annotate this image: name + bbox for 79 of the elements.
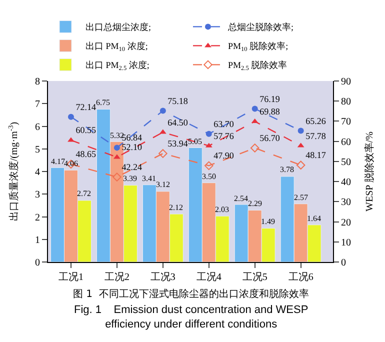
y-tick-label: 5 <box>35 144 40 156</box>
data-label: 53.94 <box>168 138 188 149</box>
y2-tick-label: 70 <box>341 116 351 128</box>
x-tick-label: 工况4 <box>196 272 222 283</box>
y2-tick-label: 80 <box>341 96 351 108</box>
data-label: 76.19 <box>260 94 280 104</box>
point <box>206 130 212 137</box>
legend-label: 出口 PM$_{2.5}$ 浓度; <box>86 60 150 72</box>
y2-tick-label: 90 <box>341 76 351 88</box>
data-label: 52.10 <box>122 142 142 152</box>
data-label: 2.57 <box>294 193 308 202</box>
point <box>296 160 306 170</box>
data-label: 57.78 <box>306 130 326 141</box>
data-label: 2.29 <box>248 199 262 208</box>
data-label: 3.78 <box>280 165 294 174</box>
data-label: 1.64 <box>307 214 321 223</box>
data-label: 57.76 <box>214 130 234 141</box>
x-tick-label: 工况1 <box>58 272 84 283</box>
point <box>112 172 122 182</box>
point <box>158 149 168 158</box>
legend-label: 总烟尘脱除效率; <box>227 22 294 32</box>
y2-tick-label: 20 <box>341 217 351 228</box>
point <box>250 144 260 152</box>
y2-tick-label: 60 <box>341 136 351 148</box>
data-label: 63.70 <box>214 118 234 129</box>
data-label: 3.12 <box>156 180 170 189</box>
data-label: 48.17 <box>306 150 326 160</box>
y-tick-label: 6 <box>35 122 40 133</box>
legend-label: 出口总烟尘浓度; <box>86 22 152 32</box>
data-label: 2.54 <box>234 194 248 203</box>
y2-tick-label: 10 <box>341 237 351 248</box>
y-tick-label: 8 <box>35 76 40 88</box>
point <box>68 114 74 120</box>
y2-tick-label: 40 <box>341 177 351 188</box>
data-label: 6.75 <box>96 98 110 107</box>
data-label: 72.14 <box>76 102 96 112</box>
data-label: 47.90 <box>214 150 234 161</box>
x-tick-label: 工况2 <box>104 272 130 283</box>
data-label: 3.41 <box>142 174 156 183</box>
x-tick-label: 工况3 <box>150 272 176 283</box>
y-tick-label: 7 <box>35 99 40 110</box>
y-tick-label: 0 <box>35 258 40 268</box>
legend-label: 出口 PM$_{10}$ 浓度; <box>86 41 148 54</box>
point <box>204 161 214 170</box>
data-label: 65.26 <box>306 116 326 126</box>
data-label: 5.05 <box>188 137 202 146</box>
point <box>252 106 258 112</box>
x-tick-label: 工况5 <box>242 272 268 283</box>
y-tick-label: 4 <box>35 167 40 178</box>
data-label: 4.17 <box>51 157 65 166</box>
point <box>298 128 304 134</box>
data-label: 3.50 <box>202 172 216 181</box>
point <box>68 137 74 142</box>
data-label: 2.12 <box>169 203 183 212</box>
y-tick-label: 2 <box>35 212 40 224</box>
x-tick-label: 工况6 <box>288 272 314 283</box>
y-tick-label: 1 <box>35 234 40 246</box>
data-label: 69.88 <box>260 106 280 116</box>
legend-label: PM$_{2.5}$ 脱除效率 <box>228 60 288 72</box>
point <box>160 108 166 114</box>
data-label: 1.49 <box>261 217 275 226</box>
y-tick-label: 3 <box>35 190 40 201</box>
y2-tick-label: 30 <box>341 197 351 208</box>
data-label: 42.24 <box>122 162 142 172</box>
y2-tick-label: 50 <box>341 156 351 168</box>
data-label: 2.72 <box>77 189 91 198</box>
caption: Fig. 1 Emission dust concentration and WESP efficiency under different conditions <box>74 304 308 330</box>
data-label: 64.50 <box>168 117 188 128</box>
data-label: 3.39 <box>123 174 137 183</box>
y2-tick-label: 0 <box>341 258 346 268</box>
data-label: 75.18 <box>168 96 188 106</box>
data-label: 56.70 <box>260 132 280 143</box>
legend-label: PM$_{10}$ 脱除效率; <box>228 41 288 54</box>
data-label: 60.55 <box>76 125 96 136</box>
data-label: 48.65 <box>76 149 96 160</box>
data-label: 2.03 <box>215 205 229 214</box>
point <box>114 144 120 151</box>
y2-axis-title: WESP 脱除效率/% <box>364 132 376 212</box>
caption: 图 1 不同工况下湿式电除尘器的出口浓度和脱除效率 <box>73 288 309 300</box>
